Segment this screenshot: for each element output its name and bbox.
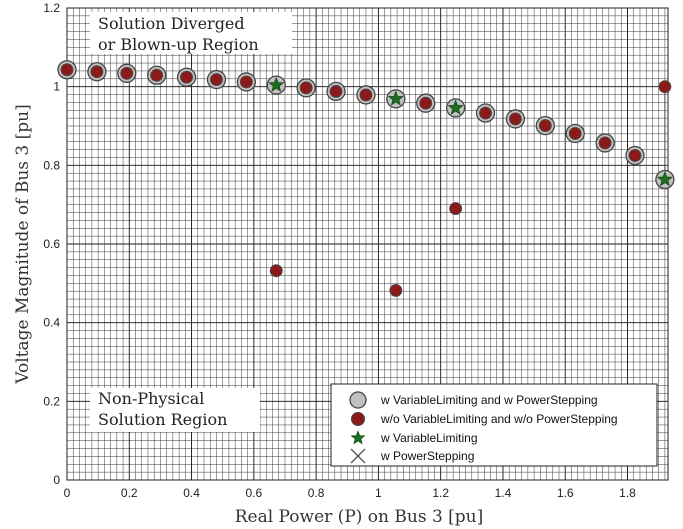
y-tick-label: 0 xyxy=(53,473,60,487)
y-tick-label: 1.2 xyxy=(43,1,60,15)
point-red-circle xyxy=(628,149,642,162)
point-red-circle xyxy=(359,88,373,102)
x-tick-label: 0 xyxy=(64,486,71,500)
x-tick-label: 1.8 xyxy=(619,486,636,500)
point-red-circle xyxy=(180,70,194,84)
point-red-circle xyxy=(419,96,433,110)
point-red-circle xyxy=(210,73,223,87)
legend-marker-grey-circle xyxy=(349,391,367,409)
x-axis-ticks: 0 0.2 0.4 0.6 0.8 1 1.2 1.4 1.6 1.8 xyxy=(64,486,637,500)
point-red-circle xyxy=(120,66,134,80)
point-red-circle xyxy=(389,283,403,297)
x-tick-label: 1.2 xyxy=(432,486,449,500)
top-region-annotation: Solution Diverged or Blown-up Region xyxy=(90,12,292,54)
legend-box xyxy=(330,383,658,467)
point-red-circle xyxy=(269,264,283,278)
x-tick-label: 1 xyxy=(375,486,382,500)
point-red-circle xyxy=(60,63,74,77)
point-red-circle xyxy=(90,65,104,79)
series-layer xyxy=(57,60,675,297)
point-red-circle xyxy=(449,202,463,216)
top-region-line-1: Solution Diverged xyxy=(98,14,245,33)
point-red-circle xyxy=(598,136,612,150)
point-red-circle xyxy=(568,127,582,140)
point-red-circle xyxy=(479,106,492,120)
x-axis-label: Real Power (P) on Bus 3 [pu] xyxy=(235,507,484,527)
y-tick-label: 0.4 xyxy=(43,316,60,330)
legend-label-grey: w VariableLimiting and w PowerStepping xyxy=(380,393,598,407)
x-tick-label: 0.6 xyxy=(245,486,262,500)
x-tick-label: 1.4 xyxy=(495,486,512,500)
y-tick-label: 0.8 xyxy=(43,158,60,172)
y-axis-ticks: 0 0.2 0.4 0.6 0.8 1 1.2 xyxy=(43,1,60,487)
plot-frame xyxy=(66,7,669,481)
point-red-circle xyxy=(658,80,672,94)
y-axis-label: Voltage Magnitude of Bus 3 [pu] xyxy=(13,104,33,384)
x-tick-label: 1.6 xyxy=(557,486,574,500)
legend-marker-red-circle xyxy=(351,412,365,426)
point-green-star xyxy=(656,171,673,187)
y-tick-label: 0.6 xyxy=(43,237,60,251)
x-tick-label: 0.8 xyxy=(308,486,325,500)
y-tick-label: 0.2 xyxy=(43,394,60,408)
legend: w VariableLimiting and w PowerStepping w… xyxy=(330,383,658,467)
x-tick-label: 0.2 xyxy=(121,486,138,500)
legend-label-star: w VariableLimiting xyxy=(380,431,478,445)
legend-marker-x xyxy=(350,448,366,464)
point-red-circle xyxy=(239,75,253,89)
y-tick-label: 1 xyxy=(53,80,60,94)
bottom-region-line-1: Non-Physical xyxy=(98,389,204,408)
legend-label-red: w/o VariableLimiting and w/o PowerSteppi… xyxy=(380,412,618,426)
bottom-region-line-2: Solution Region xyxy=(98,410,227,429)
point-red-circle xyxy=(508,112,522,126)
x-tick-label: 0.4 xyxy=(183,486,200,500)
point-red-circle xyxy=(150,68,164,82)
point-green-star xyxy=(387,90,404,106)
top-region-line-2: or Blown-up Region xyxy=(98,35,259,54)
legend-marker-star xyxy=(350,430,366,445)
legend-label-x: w PowerStepping xyxy=(380,449,474,463)
point-red-circle xyxy=(538,119,552,133)
point-red-circle xyxy=(299,81,313,95)
bottom-region-annotation: Non-Physical Solution Region xyxy=(90,388,260,432)
point-red-circle xyxy=(329,84,343,98)
point-green-star xyxy=(268,76,285,92)
point-green-star xyxy=(447,99,464,115)
